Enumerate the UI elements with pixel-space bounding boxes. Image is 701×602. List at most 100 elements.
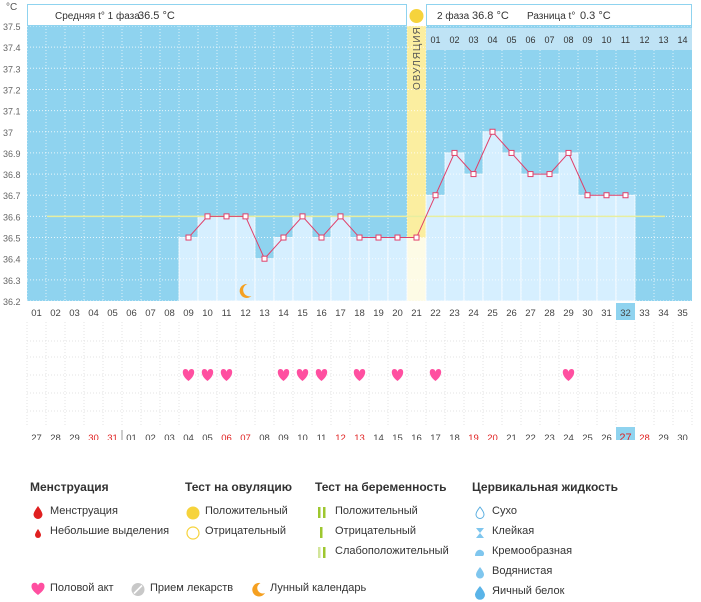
calendar-date-label: 23 <box>544 433 555 440</box>
sun-outline-icon <box>185 524 201 540</box>
y-tick-label: 37.4 <box>3 43 21 53</box>
cycle-day-label: 19 <box>373 308 384 319</box>
cycle-day-label: 26 <box>506 308 517 319</box>
legend-label: Водянистая <box>492 565 552 577</box>
y-tick-label: 37.1 <box>3 107 21 117</box>
temperature-point <box>357 235 362 240</box>
legend-label: Менструация <box>50 505 118 517</box>
temperature-point <box>604 193 609 198</box>
cycle-day-label: 25 <box>487 308 498 319</box>
legend-label: Лунный календарь <box>270 582 366 594</box>
temperature-point <box>319 235 324 240</box>
temperature-point <box>243 214 248 219</box>
cycle-day-label: 14 <box>278 308 289 319</box>
calendar-date-label: 31 <box>107 433 118 440</box>
legend-menstruation: Менструация Менструация Небольшие выделе… <box>30 480 169 542</box>
y-tick-label: 36.3 <box>3 276 21 286</box>
cycle-day-label: 23 <box>449 308 460 319</box>
phase2-day-label: 10 <box>601 35 611 45</box>
calendar-date-label: 25 <box>582 433 593 440</box>
cycle-day-label: 28 <box>544 308 555 319</box>
calendar-date-label: 05 <box>202 433 213 440</box>
legend-label: Положительный <box>205 505 288 517</box>
legend-item-watery: Водянистая <box>472 562 618 582</box>
temperature-point <box>281 235 286 240</box>
phase1-label: Средняя t° 1 фаза <box>55 10 140 22</box>
ovulation-column-fill <box>407 238 426 301</box>
phase2-day-label: 06 <box>525 35 535 45</box>
temperature-point <box>376 235 381 240</box>
diff-value: 0.3 °C <box>580 10 611 22</box>
temperature-bar <box>179 238 198 301</box>
y-tick-label: 36.5 <box>3 234 21 244</box>
phase2-day-label: 02 <box>449 35 459 45</box>
weak-lines-icon <box>315 544 331 560</box>
temperature-point <box>528 172 533 177</box>
calendar-date-label: 19 <box>468 433 479 440</box>
y-tick-label: 36.2 <box>3 297 21 307</box>
phase2-day-label: 12 <box>639 35 649 45</box>
calendar-date-label: 07 <box>240 433 251 440</box>
calendar-date-label: 02 <box>145 433 156 440</box>
temperature-point <box>186 235 191 240</box>
temperature-bar <box>616 195 635 301</box>
legend-label: Половой акт <box>50 582 114 594</box>
legend-label: Положительный <box>335 505 418 517</box>
calendar-date-label: 11 <box>317 433 327 440</box>
cycle-day-label: 18 <box>354 308 365 319</box>
legend-item-egg-white: Яичный белок <box>472 582 618 602</box>
sun-filled-icon <box>185 504 201 520</box>
legend-item-ovulation-positive: Положительный <box>185 502 292 522</box>
two-lines-icon <box>315 504 331 520</box>
temperature-point <box>547 172 552 177</box>
legend-item-ovulation-negative: Отрицательный <box>185 522 292 542</box>
calendar-date-label: 14 <box>373 433 384 440</box>
phase2-value: 36.8 °C <box>472 10 509 22</box>
legend-item-pregnancy-positive: Положительный <box>315 502 449 522</box>
legend-pregnancy-test: Тест на беременность Положительный Отриц… <box>315 480 449 562</box>
phase2-day-label: 03 <box>468 35 478 45</box>
phase2-day-label: 14 <box>677 35 687 45</box>
calendar-date-label: 10 <box>297 433 308 440</box>
calendar-date-label: 21 <box>506 433 517 440</box>
calendar-date-label: 30 <box>88 433 99 440</box>
cycle-day-label: 15 <box>297 308 308 319</box>
y-tick-label: 36.9 <box>3 149 21 159</box>
legend-title: Цервикальная жидкость <box>472 480 618 494</box>
small-drop-icon <box>30 524 46 540</box>
calendar-date-label: 08 <box>259 433 270 440</box>
cycle-day-label: 32 <box>620 308 631 319</box>
calendar-date-label: 01 <box>126 433 137 440</box>
temperature-chart: 36.236.336.436.536.636.736.836.93737.137… <box>0 0 701 440</box>
temperature-bar <box>578 195 597 301</box>
temperature-point <box>414 235 419 240</box>
y-tick-label: 37.2 <box>3 85 21 95</box>
legend-title: Менструация <box>30 480 169 494</box>
y-axis-unit: °C <box>6 2 17 13</box>
phase2-day-row <box>426 28 692 50</box>
phase2-day-label: 11 <box>621 35 630 45</box>
phase2-day-label: 05 <box>506 35 516 45</box>
legend-cervical: Цервикальная жидкость Сухо Клейкая Кремо… <box>472 480 618 602</box>
y-tick-label: 37.5 <box>3 22 21 32</box>
calendar-date-label: 18 <box>449 433 460 440</box>
temperature-point <box>262 256 267 261</box>
blood-drop-icon <box>30 504 46 520</box>
calendar-date-label: 27 <box>31 433 42 440</box>
temperature-point <box>509 150 514 155</box>
calendar-date-label: 28 <box>639 433 650 440</box>
cycle-day-label: 17 <box>335 308 346 319</box>
legend-label: Небольшие выделения <box>50 525 169 537</box>
phase2-day-label: 04 <box>487 35 497 45</box>
legend-item-pregnancy-negative: Отрицательный <box>315 522 449 542</box>
temperature-bar <box>350 238 369 301</box>
calendar-date-label: 29 <box>658 433 669 440</box>
calendar-date-label: 04 <box>183 433 194 440</box>
temperature-point <box>300 214 305 219</box>
legend-item-creamy: Кремообразная <box>472 542 618 562</box>
legend-item-menstruation: Менструация <box>30 502 169 522</box>
calendar-date-label: 13 <box>354 433 365 440</box>
cycle-day-label: 22 <box>430 308 441 319</box>
legend-label: Сухо <box>492 505 517 517</box>
y-tick-label: 37 <box>3 128 13 138</box>
